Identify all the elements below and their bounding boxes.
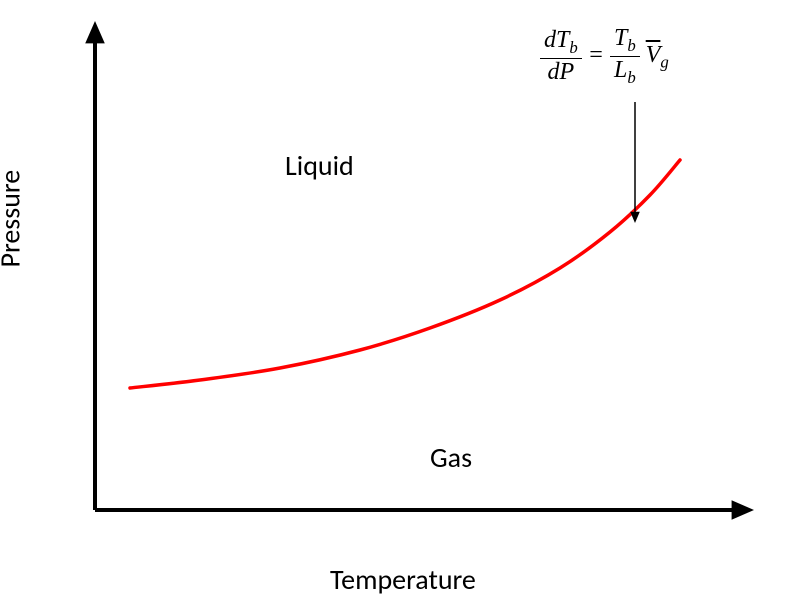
rhs-Tb-sub: b (627, 36, 635, 55)
gas-region-label: Gas (430, 440, 472, 475)
lhs-T: T (556, 27, 569, 53)
rhs-T: T (614, 25, 627, 51)
equals-sign: = (588, 42, 610, 68)
phase-diagram-container: Pressure Temperature Liquid Gas dTb dP =… (0, 0, 789, 610)
rhs-numerator: Tb (610, 25, 640, 57)
y-axis-label: Pressure (0, 170, 28, 268)
phase-curve (130, 160, 680, 388)
lhs-numerator: dTb (540, 27, 582, 59)
lhs-Tb-sub: b (569, 38, 577, 57)
lhs-d2: d (548, 59, 560, 85)
x-axis-label: Temperature (330, 562, 476, 597)
rhs-Vg-sub: g (660, 53, 668, 72)
clausius-equation: dTb dP = Tb Lb Vg (540, 25, 669, 88)
lhs-denominator: dP (540, 59, 582, 86)
lhs-d1: d (544, 27, 556, 53)
lhs-P: P (560, 59, 575, 85)
rhs-denominator: Lb (610, 57, 640, 88)
liquid-region-label: Liquid (285, 148, 354, 183)
plot-svg (0, 0, 789, 610)
rhs-L: L (614, 57, 627, 83)
rhs-Lb-sub: b (627, 68, 635, 87)
axes (85, 21, 754, 520)
rhs-fraction: Tb Lb (610, 25, 640, 88)
rhs-Vbar: V (646, 42, 661, 68)
lhs-fraction: dTb dP (540, 27, 582, 86)
